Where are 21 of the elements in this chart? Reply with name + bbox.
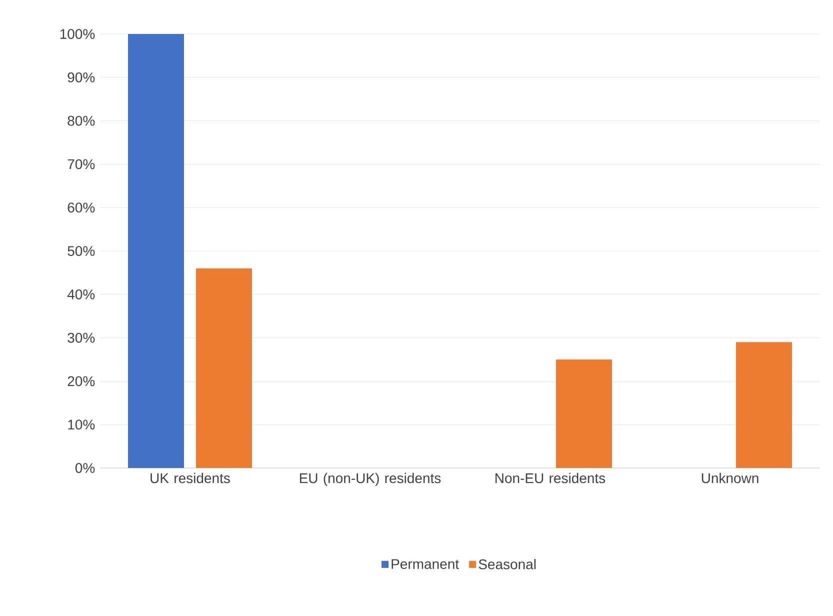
y-tick-label: 0% xyxy=(75,463,95,473)
bar xyxy=(556,360,612,468)
y-tick-label: 90% xyxy=(68,72,95,82)
y-tick-label: 100% xyxy=(60,29,95,39)
y-tick-label: 80% xyxy=(68,116,95,126)
y-tick-label: 70% xyxy=(68,159,95,170)
x-tick-label: UK residents xyxy=(150,472,230,484)
y-tick-label: 30% xyxy=(68,332,95,343)
bar xyxy=(196,268,252,468)
x-tick-label: Unknown xyxy=(702,472,758,484)
y-tick-label: 60% xyxy=(68,202,95,213)
bar xyxy=(128,34,184,468)
legend-label: Seasonal xyxy=(478,558,536,570)
y-tick-label: 40% xyxy=(67,289,95,300)
legend-label: Permanent xyxy=(392,559,459,570)
y-tick-label: 10% xyxy=(68,420,95,430)
x-tick-label: Non-EU residents xyxy=(496,472,606,484)
y-tick-label: 50% xyxy=(68,246,95,256)
y-tick-label: 20% xyxy=(68,376,95,386)
x-tick-label: EU (non-UK) residents xyxy=(300,472,441,486)
bar xyxy=(736,342,792,468)
